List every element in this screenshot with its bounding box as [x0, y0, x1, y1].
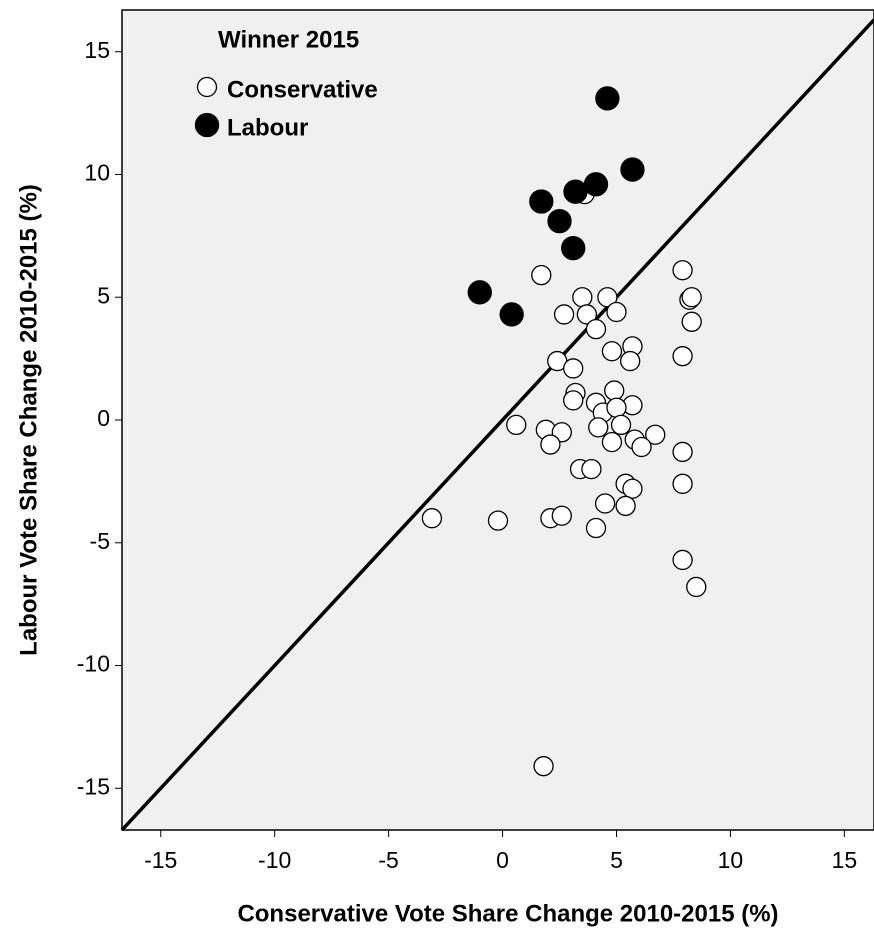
- point: [686, 576, 707, 598]
- point: [672, 473, 693, 494]
- y-tick-label: -10: [77, 651, 110, 677]
- point: [594, 493, 616, 514]
- point: [672, 260, 693, 281]
- point: [595, 86, 620, 111]
- point: [601, 431, 623, 453]
- point: [620, 350, 641, 372]
- point: [606, 301, 627, 323]
- y-tick-label: -5: [90, 528, 110, 554]
- point: [597, 287, 618, 308]
- reference-line: [120, 18, 874, 832]
- legend-label: Conservative: [227, 76, 378, 103]
- x-tick-label: -15: [144, 847, 177, 873]
- x-tick-label: 0: [496, 847, 509, 873]
- point: [583, 172, 609, 197]
- point: [631, 436, 652, 458]
- point: [672, 346, 693, 367]
- y-tick-label: 5: [97, 282, 110, 308]
- point: [576, 304, 598, 325]
- point: [588, 417, 609, 438]
- point: [529, 189, 554, 214]
- point: [672, 441, 693, 463]
- point: [553, 304, 575, 325]
- point: [421, 508, 443, 529]
- legend-label: Labour: [227, 114, 308, 141]
- y-tick-label: -15: [77, 773, 110, 799]
- point: [563, 390, 584, 411]
- point: [615, 495, 636, 517]
- point: [622, 478, 643, 499]
- point: [620, 157, 645, 182]
- point: [563, 358, 584, 379]
- point: [585, 517, 607, 539]
- point: [561, 235, 586, 261]
- point: [533, 756, 554, 777]
- point: [681, 311, 702, 332]
- point: [547, 208, 572, 234]
- point: [581, 458, 602, 480]
- legend-title: Winner 2015: [218, 26, 359, 53]
- point: [499, 302, 524, 327]
- legend-marker: [194, 112, 220, 138]
- point: [606, 397, 627, 418]
- point: [604, 380, 625, 401]
- x-tick-label: 15: [832, 847, 858, 873]
- y-tick-label: 10: [84, 160, 110, 186]
- point: [563, 179, 588, 204]
- x-tick-label: 5: [610, 847, 623, 873]
- point: [672, 549, 693, 571]
- point: [572, 287, 593, 308]
- point: [601, 341, 623, 362]
- point: [531, 264, 552, 286]
- point: [585, 319, 607, 340]
- point: [610, 414, 632, 436]
- x-tick-label: 10: [718, 847, 744, 873]
- point: [551, 505, 572, 526]
- x-tick-label: -5: [378, 847, 398, 873]
- y-tick-label: 15: [84, 37, 110, 63]
- point: [467, 280, 492, 305]
- x-tick-label: -10: [258, 847, 291, 873]
- point: [681, 287, 702, 308]
- legend-marker: [196, 76, 218, 98]
- point: [540, 434, 561, 455]
- point: [506, 414, 527, 436]
- x-axis-title: Conservative Vote Share Change 2010-2015…: [237, 900, 778, 927]
- y-tick-label: 0: [97, 405, 110, 431]
- point: [645, 424, 666, 445]
- y-axis-title: Labour Vote Share Change 2010-2015 (%): [15, 184, 42, 656]
- point: [487, 510, 509, 531]
